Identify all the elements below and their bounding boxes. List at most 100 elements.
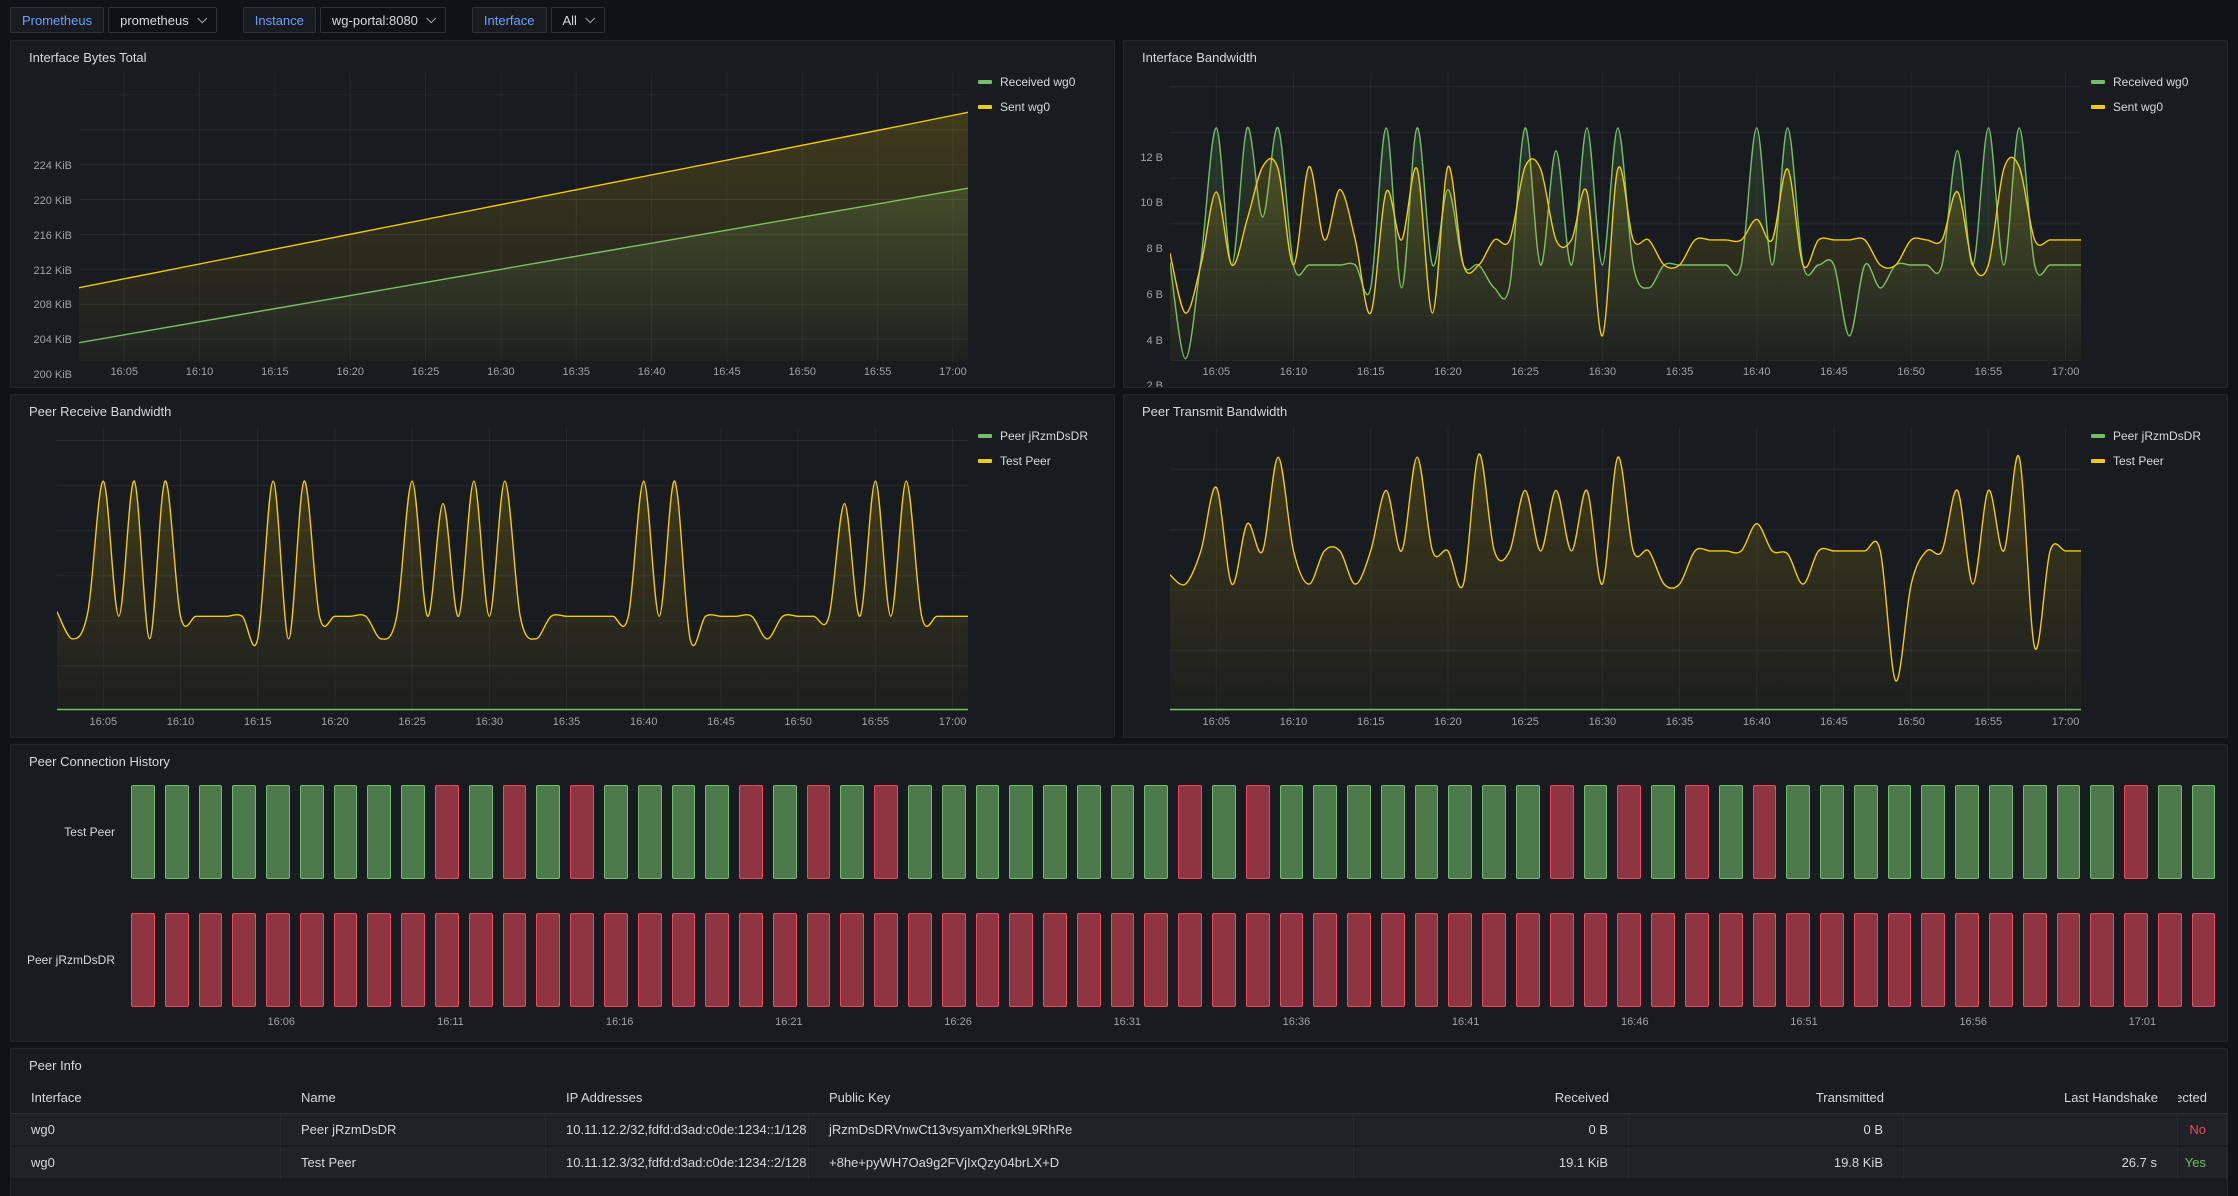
timeline-bar-disconnected — [266, 913, 290, 1007]
legend-item-Peer jRzmDsDR[interactable]: Peer jRzmDsDR — [2091, 429, 2219, 443]
x-tick-label: 16:55 — [1975, 716, 2003, 728]
timeline-bar-disconnected — [435, 913, 459, 1007]
y-tick-label: 10 B — [1140, 197, 1163, 209]
legend: Peer jRzmDsDR Test Peer — [2081, 427, 2219, 733]
y-tick-label: 212 KiB — [33, 265, 72, 277]
y-axis: 12 B10 B8 B6 B4 B2 B0 B — [19, 427, 57, 733]
y-tick-label: 6 B — [1146, 289, 1163, 301]
timeline-bar-connected — [199, 785, 223, 879]
legend-swatch — [2091, 105, 2105, 109]
y-tick-label: 208 KiB — [33, 299, 72, 311]
timeline-bar-disconnected — [1381, 913, 1405, 1007]
legend-item-Sent wg0[interactable]: Sent wg0 — [2091, 100, 2219, 114]
y-tick-label: 216 KiB — [33, 230, 72, 242]
panel-title[interactable]: Peer Info — [11, 1049, 2227, 1075]
x-tick-label: 16:10 — [1280, 366, 1308, 378]
timeline-bar-disconnected — [1617, 913, 1641, 1007]
x-tick-label: 16:05 — [1203, 716, 1231, 728]
instance-select-value: wg-portal:8080 — [332, 13, 418, 28]
panel-title[interactable]: Peer Receive Bandwidth — [11, 395, 1114, 421]
filter-interface: Interface All — [472, 7, 605, 33]
instance-select[interactable]: wg-portal:8080 — [320, 7, 446, 33]
timeline-bar-connected — [401, 785, 425, 879]
interface-filter-label: Interface — [472, 7, 547, 33]
timeline-bar-disconnected — [1246, 913, 1270, 1007]
x-tick-label: 16:50 — [1897, 716, 1925, 728]
x-tick-label: 16:25 — [1511, 366, 1539, 378]
x-tick-label: 16:20 — [336, 366, 364, 378]
legend-label: Sent wg0 — [2113, 100, 2163, 114]
x-tick-label: 16:10 — [167, 716, 195, 728]
y-axis: 224 KiB220 KiB216 KiB212 KiB208 KiB204 K… — [19, 73, 79, 383]
timeline-bar-connected — [1955, 785, 1979, 879]
x-tick-label: 16:35 — [1666, 716, 1694, 728]
plot-canvas[interactable] — [79, 73, 968, 361]
chart-svg — [1170, 73, 2081, 361]
table-cell-Name: Test Peer — [281, 1147, 546, 1180]
panel-peer-info: Peer Info InterfaceNameIP AddressesPubli… — [10, 1048, 2228, 1196]
timeline-bar-disconnected — [1415, 913, 1439, 1007]
table-header-Interface[interactable]: Interface — [11, 1081, 281, 1114]
x-tick-label: 16:35 — [562, 366, 590, 378]
legend-item-Test Peer[interactable]: Test Peer — [978, 454, 1106, 468]
plot-canvas[interactable] — [57, 427, 968, 711]
x-axis: 16:0516:1016:1516:2016:2516:3016:3516:40… — [79, 361, 968, 383]
plot-canvas[interactable] — [1170, 427, 2081, 711]
timeline-bar-connected — [1313, 785, 1337, 879]
timeline-bar-connected — [2158, 785, 2182, 879]
y-tick-label: 224 KiB — [33, 160, 72, 172]
panel-title[interactable]: Peer Connection History — [11, 745, 2227, 771]
timeline-lane-bars — [131, 913, 2215, 1007]
legend-item-Test Peer[interactable]: Test Peer — [2091, 454, 2219, 468]
timeline-bar-disconnected — [874, 913, 898, 1007]
timeline-bar-connected — [1651, 785, 1675, 879]
timeline-bar-disconnected — [1212, 913, 1236, 1007]
x-tick-label: 16:15 — [1357, 366, 1385, 378]
timeline-bar-disconnected — [2057, 913, 2081, 1007]
timeline-bar-connected — [2192, 785, 2216, 879]
timeline-lane-label: Test Peer — [13, 785, 131, 879]
table-header-IP Addresses[interactable]: IP Addresses — [546, 1081, 809, 1114]
table-header-Received[interactable]: Received — [1354, 1081, 1629, 1114]
timeline-bar-connected — [1786, 785, 1810, 879]
timeline-lane-label: Peer jRzmDsDR — [13, 913, 131, 1007]
table-header-Last Handshake[interactable]: Last Handshake — [1904, 1081, 2178, 1114]
legend: Received wg0 Sent wg0 — [2081, 73, 2219, 383]
timeline-bar-disconnected — [503, 785, 527, 879]
legend-item-Received wg0[interactable]: Received wg0 — [2091, 75, 2219, 89]
panel-title[interactable]: Interface Bytes Total — [11, 41, 1114, 67]
timeline-bar-disconnected — [1111, 913, 1135, 1007]
table-header-Name[interactable]: Name — [281, 1081, 546, 1114]
timeline-bar-disconnected — [469, 913, 493, 1007]
legend-item-Peer jRzmDsDR[interactable]: Peer jRzmDsDR — [978, 429, 1106, 443]
legend-item-Sent wg0[interactable]: Sent wg0 — [978, 100, 1106, 114]
table-header-Connected[interactable]: Connected — [2178, 1081, 2227, 1114]
timeline-bar-disconnected — [165, 913, 189, 1007]
table-header-Transmitted[interactable]: Transmitted — [1629, 1081, 1904, 1114]
timeline-lane-Test Peer: Test Peer — [13, 785, 2215, 879]
timeline-x-tick-label: 16:46 — [1621, 1016, 1649, 1028]
interface-select[interactable]: All — [551, 7, 605, 33]
timeline-bar-disconnected — [1550, 785, 1574, 879]
legend-item-Received wg0[interactable]: Received wg0 — [978, 75, 1106, 89]
timeline-bar-disconnected — [1347, 913, 1371, 1007]
timeline-bar-disconnected — [570, 785, 594, 879]
table-cell-Connected: No — [2178, 1114, 2227, 1147]
x-tick-label: 16:15 — [261, 366, 289, 378]
timeline-bar-disconnected — [773, 913, 797, 1007]
timeline-bar-connected — [1888, 785, 1912, 879]
timeline-bar-disconnected — [1077, 913, 1101, 1007]
timeline-bar-connected — [2023, 785, 2047, 879]
timeline-bar-disconnected — [1178, 913, 1202, 1007]
timeline-bar-disconnected — [1854, 913, 1878, 1007]
x-tick-label: 16:45 — [1820, 366, 1848, 378]
datasource-select[interactable]: prometheus — [108, 7, 217, 33]
chart-svg — [79, 73, 968, 361]
legend-swatch — [2091, 459, 2105, 463]
plot-canvas[interactable] — [1170, 73, 2081, 361]
panel-title[interactable]: Peer Transmit Bandwidth — [1124, 395, 2227, 421]
table-cell-Public Key: jRzmDsDRVnwCt13vsyamXherk9L9RhRe — [809, 1114, 1354, 1147]
panel-title[interactable]: Interface Bandwidth — [1124, 41, 2227, 67]
table-header-Public Key[interactable]: Public Key — [809, 1081, 1354, 1114]
timeline-bar-disconnected — [840, 913, 864, 1007]
